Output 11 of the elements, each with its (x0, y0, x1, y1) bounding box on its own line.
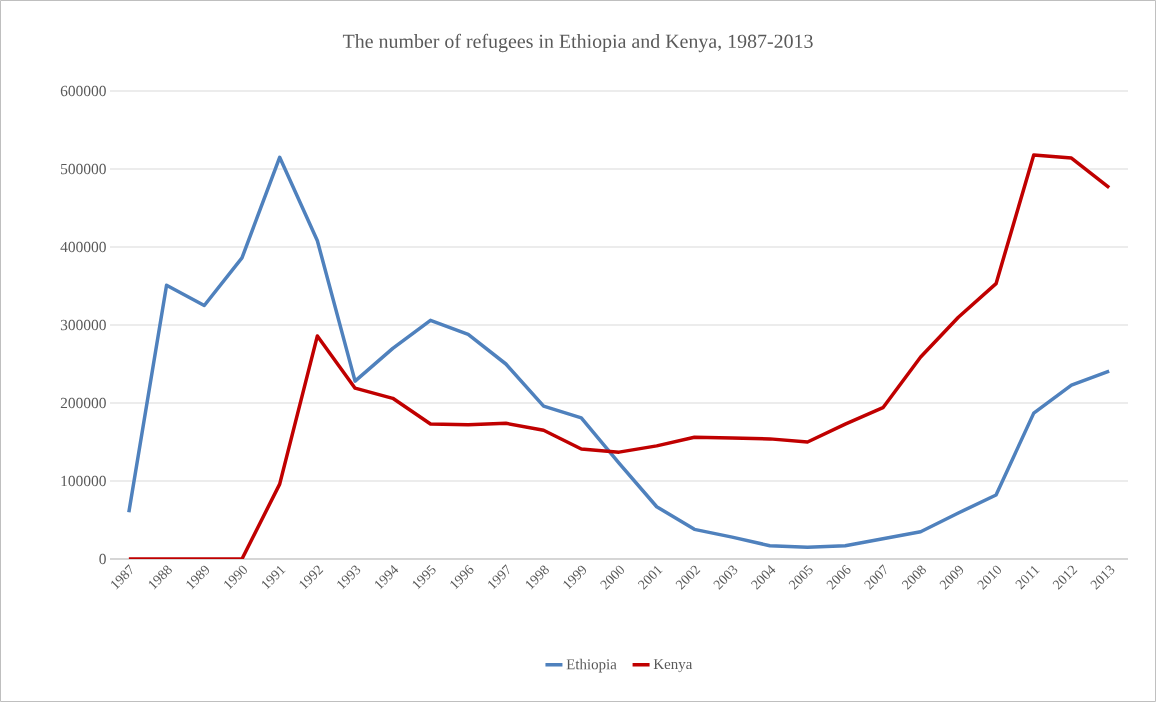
y-tick-label: 500000 (61, 163, 106, 175)
chart-title: The number of refugees in Ethiopia and Kenya, 1987-2013 (342, 33, 813, 53)
y-tick-label: 200000 (60, 397, 106, 409)
y-tick-label: 100000 (61, 475, 106, 487)
y-tick-label: 0 (99, 553, 106, 565)
y-tick-label: 600000 (60, 85, 106, 97)
legend-label: Kenya (653, 659, 693, 673)
y-tick-label: 300000 (60, 319, 106, 331)
x-tick-label: 1991 (261, 565, 286, 590)
legend-label: Ethiopia (566, 658, 617, 673)
y-tick-label: 400000 (60, 241, 106, 253)
